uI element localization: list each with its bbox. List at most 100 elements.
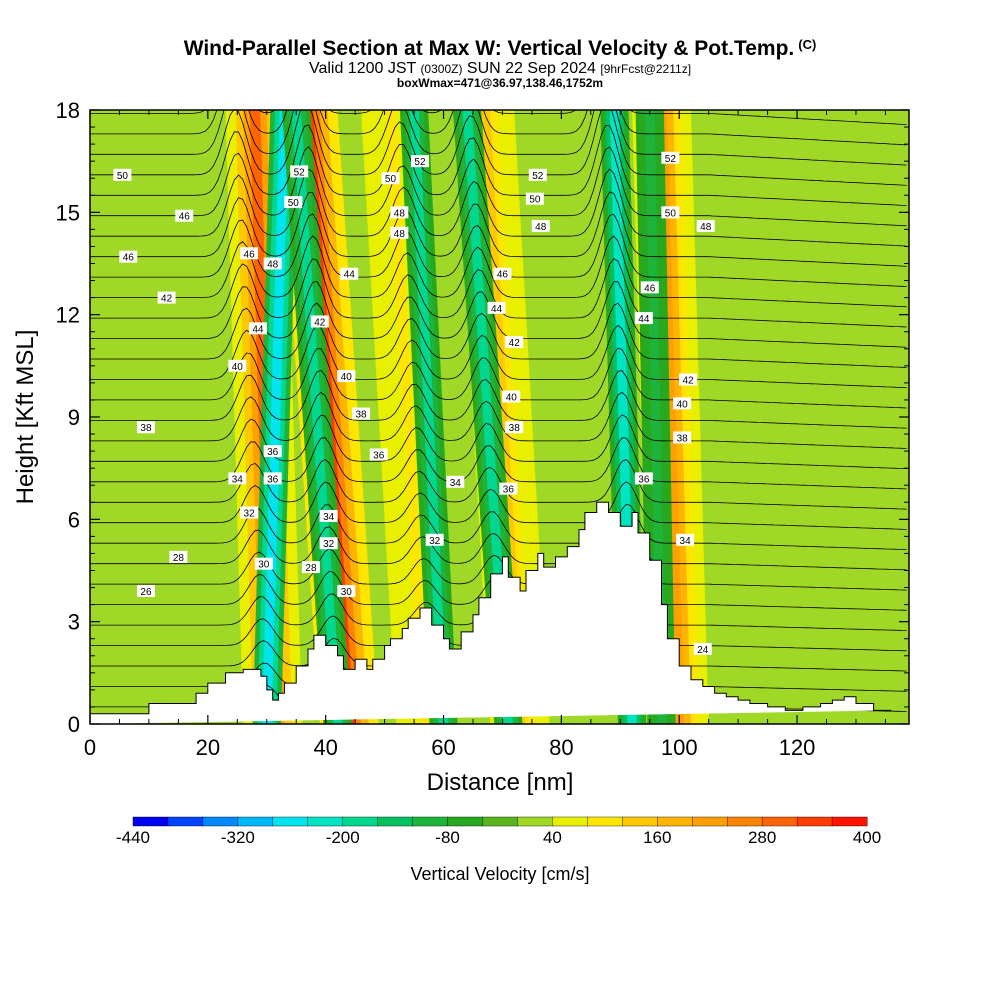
theta-label-bg [340, 267, 359, 280]
theta-label-text: 48 [700, 222, 712, 233]
theta-label-bg [381, 172, 400, 185]
theta-label-bg [634, 472, 653, 485]
theta-label-bg [175, 209, 194, 222]
theta-label-text: 26 [140, 587, 152, 598]
theta-label: 38 [505, 421, 524, 434]
theta-label-bg [661, 206, 680, 219]
theta-label: 42 [310, 315, 329, 328]
theta-label-bg [169, 550, 188, 563]
colorbar-tick-label: -80 [435, 828, 460, 847]
colorbar-bin [657, 816, 693, 827]
theta-label: 50 [381, 172, 400, 185]
theta-contour [90, 459, 907, 510]
theta-label-bg [673, 397, 692, 410]
y-tick-label: 6 [68, 507, 80, 532]
theta-label-text: 34 [232, 474, 244, 485]
theta-label-bg [505, 335, 524, 348]
x-tick-label: 120 [779, 735, 816, 760]
theta-label: 50 [661, 206, 680, 219]
theta-contour [90, 110, 907, 166]
theta-label-bg [240, 506, 259, 519]
theta-label: 46 [640, 281, 659, 294]
theta-label: 48 [696, 219, 715, 233]
theta-label-bg [502, 390, 521, 403]
theta-label-bg [290, 165, 309, 178]
theta-label: 26 [136, 584, 155, 598]
theta-label-bg [696, 219, 715, 232]
theta-label-bg [493, 267, 512, 280]
colorbar-bin [272, 816, 309, 827]
forecast-info: [9hrFcst@2211z] [600, 62, 692, 76]
colorbar-bin [552, 816, 588, 827]
theta-label-text: 44 [344, 270, 356, 281]
theta-label-bg [263, 445, 282, 458]
theta-label-bg [661, 151, 680, 164]
theta-label-bg [505, 421, 524, 434]
theta-label-text: 40 [677, 399, 689, 410]
theta-label-bg [676, 533, 695, 546]
colorbar-tick-label: 400 [853, 828, 881, 847]
terrain-profile [89, 501, 892, 724]
theta-label-text: 40 [341, 372, 353, 383]
theta-label: 36 [499, 482, 518, 496]
theta-label-text: 48 [394, 208, 406, 219]
theta-label: 44 [634, 312, 653, 325]
theta-label-bg [254, 557, 273, 570]
theta-label-text: 50 [529, 195, 541, 206]
theta-label-text: 46 [244, 249, 256, 260]
colorbar-bin [342, 816, 379, 827]
theta-label-bg [248, 322, 267, 335]
x-axis: 0 20 40 60 80 100 120 [84, 110, 886, 760]
theta-label: 50 [284, 196, 303, 209]
theta-label: 34 [446, 475, 465, 489]
theta-label-bg [410, 155, 429, 168]
theta-label: 36 [263, 472, 282, 485]
theta-label-text: 50 [117, 171, 129, 182]
theta-label: 44 [487, 301, 506, 315]
theta-label-text: 42 [161, 294, 173, 305]
theta-label: 24 [693, 642, 712, 656]
y-axis-title: Height [Kft MSL] [12, 330, 39, 505]
theta-contour [90, 110, 907, 186]
theta-contour [90, 437, 907, 490]
theta-label-text: 32 [429, 536, 441, 547]
theta-label: 44 [248, 322, 267, 335]
theta-label-text: 40 [232, 362, 244, 373]
downdraft-band-3 [462, 110, 514, 724]
theta-label: 32 [425, 533, 444, 547]
theta-label: 52 [528, 168, 547, 182]
theta-label: 36 [369, 448, 388, 462]
colorbar-bin [482, 816, 518, 827]
theta-label-text: 46 [123, 253, 135, 264]
theta-label-text: 36 [373, 451, 385, 462]
theta-label-text: 38 [509, 423, 521, 434]
theta-label: 32 [240, 506, 259, 520]
colorbar-tick-label: -320 [221, 828, 255, 847]
theta-label-bg [301, 561, 320, 574]
colorbar-bin [202, 816, 239, 827]
colorbar-title: Vertical Velocity [cm/s] [410, 864, 589, 884]
theta-label-text: 44 [252, 324, 264, 335]
colorbar-bin [587, 816, 623, 827]
colorbar-bin [796, 816, 833, 827]
theta-label-bg [319, 509, 338, 522]
theta-contour [90, 548, 907, 591]
theta-label: 48 [531, 219, 550, 233]
colorbar-bin [167, 816, 204, 827]
theta-label-text: 28 [173, 553, 185, 564]
theta-label-bg [369, 448, 388, 461]
theta-label-bg [284, 196, 303, 209]
theta-label: 48 [390, 226, 409, 240]
x-tick-label: 20 [196, 735, 220, 760]
theta-label-text: 38 [677, 433, 689, 444]
theta-label: 46 [119, 250, 138, 264]
theta-label-bg [390, 226, 409, 239]
theta-label: 28 [301, 561, 320, 574]
downdraft-band-0 [262, 110, 290, 724]
theta-contour [90, 124, 907, 206]
theta-contour [90, 110, 907, 125]
theta-contours [90, 110, 907, 712]
theta-label-text: 42 [682, 375, 694, 386]
theta-contour [90, 414, 907, 470]
